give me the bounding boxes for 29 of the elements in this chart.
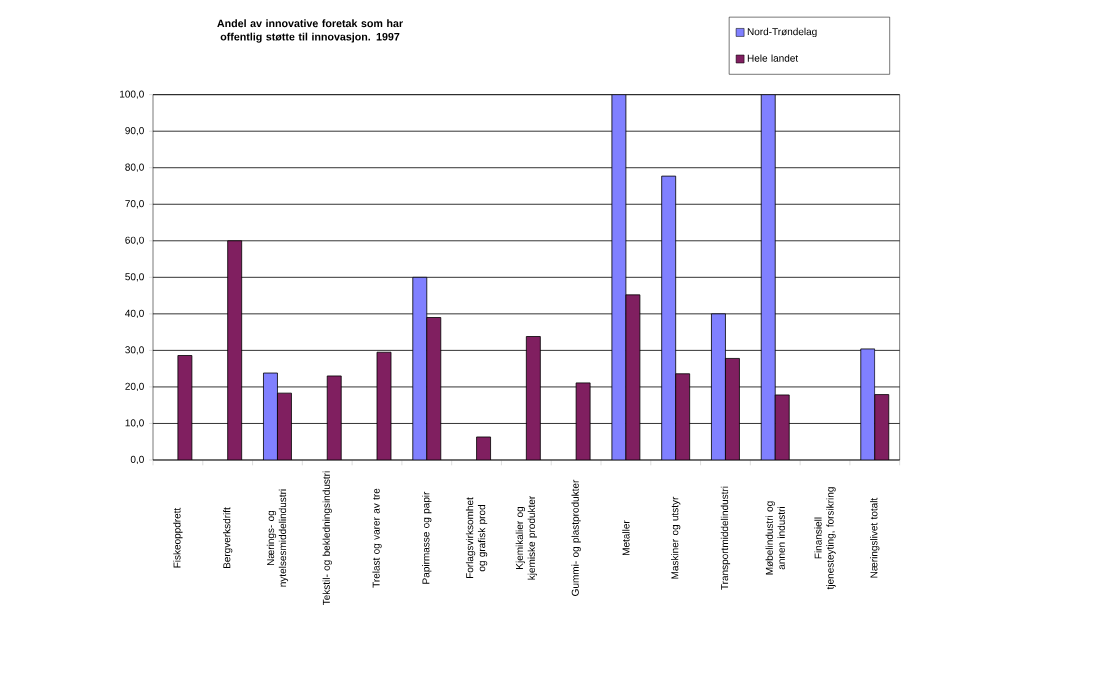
x-tick-label: Tekstil- og bekledningsindustri (322, 471, 332, 606)
x-tick-label: Maskiner og utstyr (671, 496, 681, 579)
y-tick-label: 60,0 (125, 236, 144, 245)
x-tick-label: Næringslivet totalt (870, 497, 880, 578)
y-tick-label: 40,0 (125, 309, 144, 318)
y-tick-label: 50,0 (125, 273, 144, 282)
y-tick-label: 10,0 (125, 419, 144, 428)
chart-title: Andel av innovative foretak som har offentlig støtte til innovasjon. 1997 (217, 19, 403, 43)
y-tick-label: 80,0 (125, 163, 144, 172)
x-tick-label: Kjemikalier og kjemiske produkter (515, 495, 537, 580)
legend-label: Hele landet (747, 54, 799, 62)
legend-label: Nord-Trøndelag (747, 27, 817, 38)
x-tick-label: Transportmiddelindustri (720, 486, 731, 590)
y-tick-label: 100,0 (120, 90, 144, 99)
y-tick-label: 20,0 (125, 382, 144, 392)
x-tick-label: Finansiell tjenesteyting, forsikring (814, 487, 836, 590)
y-tick-label: 70,0 (125, 200, 144, 209)
x-tick-label: Bergverksdrift (223, 507, 233, 569)
x-tick-label: Forlagsvirksomhet og grafisk prod (465, 497, 488, 579)
x-tick-label: Metaller (622, 520, 630, 555)
x-tick-label: Fiskeoppdrett (173, 507, 183, 568)
x-tick-label: Møbelindustri og annen industri (765, 501, 785, 575)
y-tick-label: 0,0 (130, 455, 144, 465)
y-tick-label: 90,0 (125, 127, 144, 136)
x-tick-label: Papirmasse og papir (422, 491, 432, 584)
y-tick-label: 30,0 (125, 346, 144, 355)
x-tick-label: Gummi- og plastprodukter (571, 479, 581, 596)
x-tick-label: Trelast og varer av tre (372, 488, 382, 588)
x-tick-label: Nærings- og nytelsesmiddelindustri (266, 489, 289, 587)
